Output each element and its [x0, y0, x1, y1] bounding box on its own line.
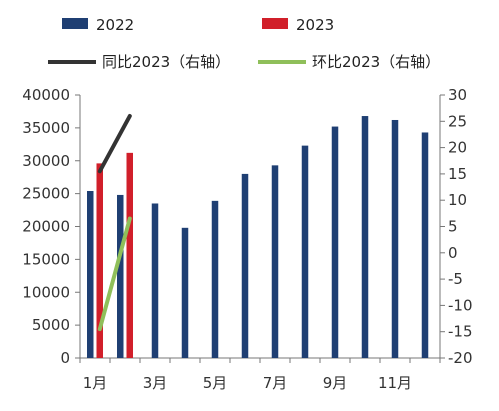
legend-swatch-2022 — [62, 18, 88, 29]
legend-swatch-2023 — [262, 18, 288, 29]
y-right-tick-label: 30 — [448, 86, 467, 104]
x-tick-label: 5月 — [203, 374, 228, 392]
bar-2022 — [87, 190, 94, 358]
legend-label-2022: 2022 — [96, 16, 134, 34]
bar-2022 — [391, 119, 399, 358]
line-series-同比2023（右轴） — [97, 114, 132, 174]
bar-2022 — [331, 126, 339, 358]
y-left-tick-label: 5000 — [32, 316, 70, 334]
y-left-tick-label: 25000 — [22, 185, 70, 203]
x-tick-label: 7月 — [263, 374, 288, 392]
y-left-tick-label: 35000 — [22, 119, 70, 137]
y-left-tick-label: 40000 — [22, 86, 70, 104]
y-left-tick-label: 20000 — [22, 218, 70, 236]
bar-2022 — [271, 165, 279, 358]
y-left-tick-label: 0 — [60, 349, 70, 367]
y-right-tick-label: 25 — [448, 112, 467, 130]
y-right-tick-label: 20 — [448, 139, 467, 157]
bar-2023 — [96, 163, 103, 358]
bar-2022 — [361, 116, 369, 358]
y-right-tick-label: -5 — [448, 270, 463, 288]
bar-2022 — [211, 200, 219, 358]
legend: 2022 2023 同比2023（右轴） 环比2023（右轴） — [48, 16, 440, 71]
x-tick-label: 1月 — [83, 374, 108, 392]
y-right-tick-label: 10 — [448, 191, 467, 209]
bar-2022 — [151, 203, 159, 358]
y-right-tick-label: -10 — [448, 296, 473, 314]
bar-2022 — [421, 132, 429, 358]
legend-label-2023: 2023 — [296, 16, 334, 34]
y-left-tick-label: 30000 — [22, 152, 70, 170]
bar-2022 — [181, 227, 189, 358]
x-tick-label: 3月 — [143, 374, 168, 392]
bar-2023 — [126, 152, 133, 358]
bar-2022 — [241, 173, 249, 358]
y-left-tick-label: 15000 — [22, 250, 70, 268]
bar-2022 — [117, 194, 124, 358]
y-right-tick-label: -15 — [448, 323, 473, 341]
y-left-tick-label: 10000 — [22, 283, 70, 301]
bar-2022 — [301, 145, 309, 358]
y-right-tick-label: 15 — [448, 165, 467, 183]
y-right-tick-label: 0 — [448, 244, 458, 262]
plot-area: 0 5000 10000 15000 20000 25000 30000 35000 40000… — [22, 86, 472, 392]
legend-label-yoy: 同比2023（右轴） — [102, 53, 230, 71]
line-series-环比2023（右轴） — [97, 216, 132, 332]
y-right-tick-label: 5 — [448, 218, 458, 236]
y-right-tick-label: -20 — [448, 349, 473, 367]
x-tick-label: 9月 — [323, 374, 348, 392]
x-tick-label: 11月 — [378, 374, 412, 392]
legend-label-mom: 环比2023（右轴） — [312, 53, 440, 71]
